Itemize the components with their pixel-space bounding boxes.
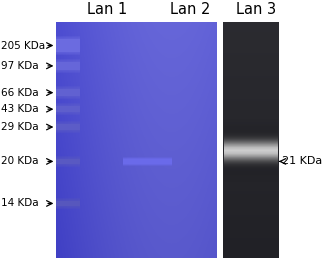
Bar xyxy=(123,158,172,165)
Bar xyxy=(56,39,80,52)
Bar xyxy=(56,123,80,131)
Bar xyxy=(56,59,80,73)
Bar xyxy=(56,106,80,112)
Bar xyxy=(56,86,80,99)
Text: 205 KDa: 205 KDa xyxy=(1,40,45,50)
Bar xyxy=(56,62,80,70)
Text: 97 KDa: 97 KDa xyxy=(1,61,38,71)
Text: Lan 1: Lan 1 xyxy=(87,2,127,17)
Bar xyxy=(56,201,80,206)
Bar xyxy=(56,38,80,53)
Bar xyxy=(56,158,80,165)
Bar xyxy=(56,103,80,115)
Bar xyxy=(56,105,80,114)
Bar xyxy=(56,87,80,98)
Text: 21 KDa: 21 KDa xyxy=(282,156,322,166)
Text: Lan 2: Lan 2 xyxy=(170,2,210,17)
Bar xyxy=(56,155,80,167)
Bar xyxy=(56,37,80,54)
Bar xyxy=(56,104,80,114)
Text: 29 KDa: 29 KDa xyxy=(1,122,38,132)
Text: Lan 3: Lan 3 xyxy=(236,2,277,17)
Bar xyxy=(56,122,80,132)
Bar xyxy=(56,88,80,97)
Text: 14 KDa: 14 KDa xyxy=(1,199,38,209)
Bar xyxy=(56,199,80,208)
Bar xyxy=(56,157,80,166)
Bar xyxy=(56,200,80,207)
Text: 66 KDa: 66 KDa xyxy=(1,88,38,98)
Bar xyxy=(56,36,80,55)
Bar xyxy=(123,159,172,164)
Bar xyxy=(123,157,172,166)
Bar xyxy=(56,60,80,72)
Bar xyxy=(56,89,80,96)
Bar xyxy=(56,61,80,71)
Bar xyxy=(56,124,80,130)
Bar xyxy=(56,159,80,164)
Text: 20 KDa: 20 KDa xyxy=(1,156,38,166)
Bar xyxy=(56,121,80,133)
Bar xyxy=(56,198,80,209)
Text: 43 KDa: 43 KDa xyxy=(1,104,38,114)
